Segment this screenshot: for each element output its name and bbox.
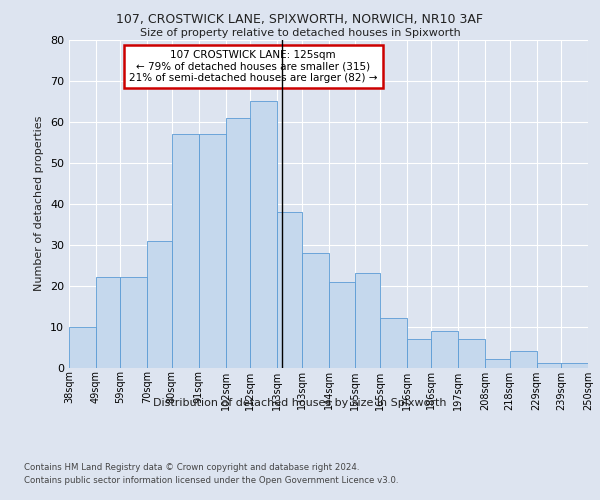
- Y-axis label: Number of detached properties: Number of detached properties: [34, 116, 44, 292]
- Bar: [509, 351, 536, 368]
- Bar: [485, 360, 509, 368]
- Bar: [561, 364, 588, 368]
- Text: Contains public sector information licensed under the Open Government Licence v3: Contains public sector information licen…: [24, 476, 398, 485]
- Bar: [355, 274, 380, 368]
- Text: 107, CROSTWICK LANE, SPIXWORTH, NORWICH, NR10 3AF: 107, CROSTWICK LANE, SPIXWORTH, NORWICH,…: [116, 12, 484, 26]
- Bar: [148, 240, 172, 368]
- Bar: [431, 330, 458, 368]
- Bar: [329, 282, 355, 368]
- Bar: [302, 253, 329, 368]
- Bar: [536, 364, 561, 368]
- Bar: [199, 134, 226, 368]
- Text: Contains HM Land Registry data © Crown copyright and database right 2024.: Contains HM Land Registry data © Crown c…: [24, 462, 359, 471]
- Bar: [458, 339, 485, 368]
- Bar: [277, 212, 302, 368]
- Text: 107 CROSTWICK LANE: 125sqm
← 79% of detached houses are smaller (315)
21% of sem: 107 CROSTWICK LANE: 125sqm ← 79% of deta…: [129, 50, 377, 83]
- Bar: [121, 278, 148, 368]
- Bar: [380, 318, 407, 368]
- Bar: [69, 326, 96, 368]
- Text: Distribution of detached houses by size in Spixworth: Distribution of detached houses by size …: [153, 398, 447, 407]
- Bar: [96, 278, 121, 368]
- Bar: [407, 339, 431, 368]
- Bar: [226, 118, 250, 368]
- Bar: [172, 134, 199, 368]
- Text: Size of property relative to detached houses in Spixworth: Size of property relative to detached ho…: [140, 28, 460, 38]
- Bar: [250, 102, 277, 368]
